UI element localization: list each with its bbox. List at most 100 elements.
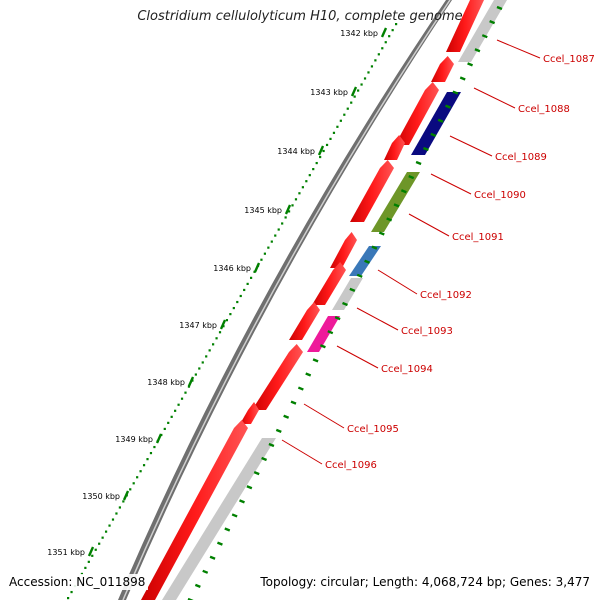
ruler-dot [384, 41, 387, 44]
ruler-dot [336, 125, 339, 128]
track-dash [496, 5, 503, 11]
track-dash [364, 259, 371, 264]
ruler-dot [260, 258, 263, 261]
ruler-dot [108, 524, 111, 527]
gene-label-leader [473, 87, 516, 109]
gene-label-text[interactable]: Ccel_1087 [543, 54, 595, 65]
ruler-tick: 1347 kbp [179, 319, 227, 330]
ruler-dot [205, 355, 208, 358]
gene-label-text[interactable]: Ccel_1090 [474, 190, 526, 201]
gene-label-leader [303, 403, 345, 429]
ruler-dot [115, 512, 118, 515]
track-dash [408, 175, 415, 180]
topology-text: Topology: circular; Length: 4,068,724 bp… [257, 574, 593, 590]
track-dash [430, 132, 437, 137]
ruler-dot [111, 518, 115, 521]
gene-label-text[interactable]: Ccel_1088 [518, 104, 570, 115]
ruler-dot [229, 313, 232, 316]
ruler-dot [346, 107, 349, 110]
track-dash [327, 330, 334, 335]
track-dash [474, 48, 481, 53]
ruler-dot [357, 89, 360, 92]
ruler-tick: 1349 kbp [115, 433, 163, 444]
track-dash [459, 76, 466, 81]
ruler-dot [136, 476, 139, 479]
gene-label[interactable]: Ccel_1096 [281, 439, 377, 471]
track-dash [386, 217, 393, 222]
ruler-tick: 1346 kbp [213, 262, 261, 273]
track-dash [275, 428, 282, 433]
track-dash [393, 203, 400, 208]
gene-label-text[interactable]: Ccel_1092 [420, 290, 472, 301]
ruler-dot [212, 343, 215, 346]
gene-label-text[interactable]: Ccel_1095 [347, 424, 399, 435]
track-dash [445, 104, 451, 109]
ruler-dot [350, 101, 353, 104]
gene-feature-olive [371, 172, 420, 232]
track-dash [342, 301, 348, 307]
ruler-tick: 1342 kbp [340, 27, 388, 38]
ruler-dot [370, 65, 374, 68]
ruler-tick: 1344 kbp [277, 145, 325, 156]
ruler-tick: 1351 kbp [47, 546, 95, 557]
gene-label-text[interactable]: Ccel_1091 [452, 232, 504, 243]
gene-label[interactable]: Ccel_1094 [336, 345, 433, 375]
gene-label[interactable]: Ccel_1091 [408, 213, 504, 243]
ruler-dot [104, 530, 108, 533]
gene-label[interactable]: Ccel_1093 [356, 307, 453, 337]
ruler-dot [322, 149, 325, 153]
ruler-dot [170, 415, 173, 418]
ruler-tick-label: 1347 kbp [179, 321, 217, 330]
ruler-dot [367, 71, 370, 74]
ruler-tick: 1350 kbp [82, 490, 130, 501]
gene-label-text[interactable]: Ccel_1093 [401, 326, 453, 337]
ruler-dot [142, 464, 146, 467]
ruler-dot [353, 95, 356, 98]
ruler-dot [291, 204, 294, 207]
ruler-dot [277, 228, 280, 231]
ruler-dot [239, 294, 242, 298]
ruler-tick-label: 1345 kbp [244, 206, 282, 215]
gene-label[interactable]: Ccel_1090 [430, 173, 526, 201]
ruler-dot [363, 77, 367, 80]
ruler-tick: 1343 kbp [310, 86, 358, 97]
gene-label-text[interactable]: Ccel_1094 [381, 364, 433, 375]
track-dash [467, 62, 474, 67]
ruler-dot [232, 306, 235, 310]
gene-label[interactable]: Ccel_1089 [449, 135, 547, 163]
gene-label[interactable]: Ccel_1095 [303, 403, 399, 435]
track-dash [194, 583, 201, 589]
gene-label-leader [408, 213, 450, 237]
ruler-tick-label: 1350 kbp [82, 492, 120, 501]
gene-label[interactable]: Ccel_1087 [496, 39, 595, 65]
gene-label-leader [336, 345, 379, 369]
ruler-dot [163, 427, 166, 431]
ruler-tick-label: 1346 kbp [213, 264, 251, 273]
cds-feature [384, 135, 405, 160]
gene-features [141, 0, 507, 600]
gene-label-leader [356, 307, 399, 331]
ruler-dot [284, 216, 287, 219]
gene-label-text[interactable]: Ccel_1089 [495, 152, 547, 163]
gene-label-leader [496, 39, 541, 59]
gene-label-text[interactable]: Ccel_1096 [325, 460, 377, 471]
ruler-dot [153, 445, 156, 449]
ruler-dot [149, 451, 153, 455]
ruler-dot [80, 572, 84, 576]
gene-label[interactable]: Ccel_1092 [377, 269, 472, 301]
cds-feature [252, 344, 303, 410]
ruler-dot [218, 331, 222, 334]
ruler-dot [281, 222, 284, 225]
ruler-dot [294, 198, 298, 201]
ruler-dot [305, 180, 308, 183]
track-dash [187, 597, 194, 600]
ruler-dot [198, 367, 201, 370]
track-dash [378, 231, 385, 236]
ruler-dot [312, 168, 315, 171]
gene-label[interactable]: Ccel_1088 [473, 87, 570, 115]
ruler-dot [360, 83, 363, 86]
ruler-dot [87, 560, 90, 563]
track-dash [356, 273, 363, 278]
accession-text: Accession: NC_011898 [6, 574, 149, 590]
